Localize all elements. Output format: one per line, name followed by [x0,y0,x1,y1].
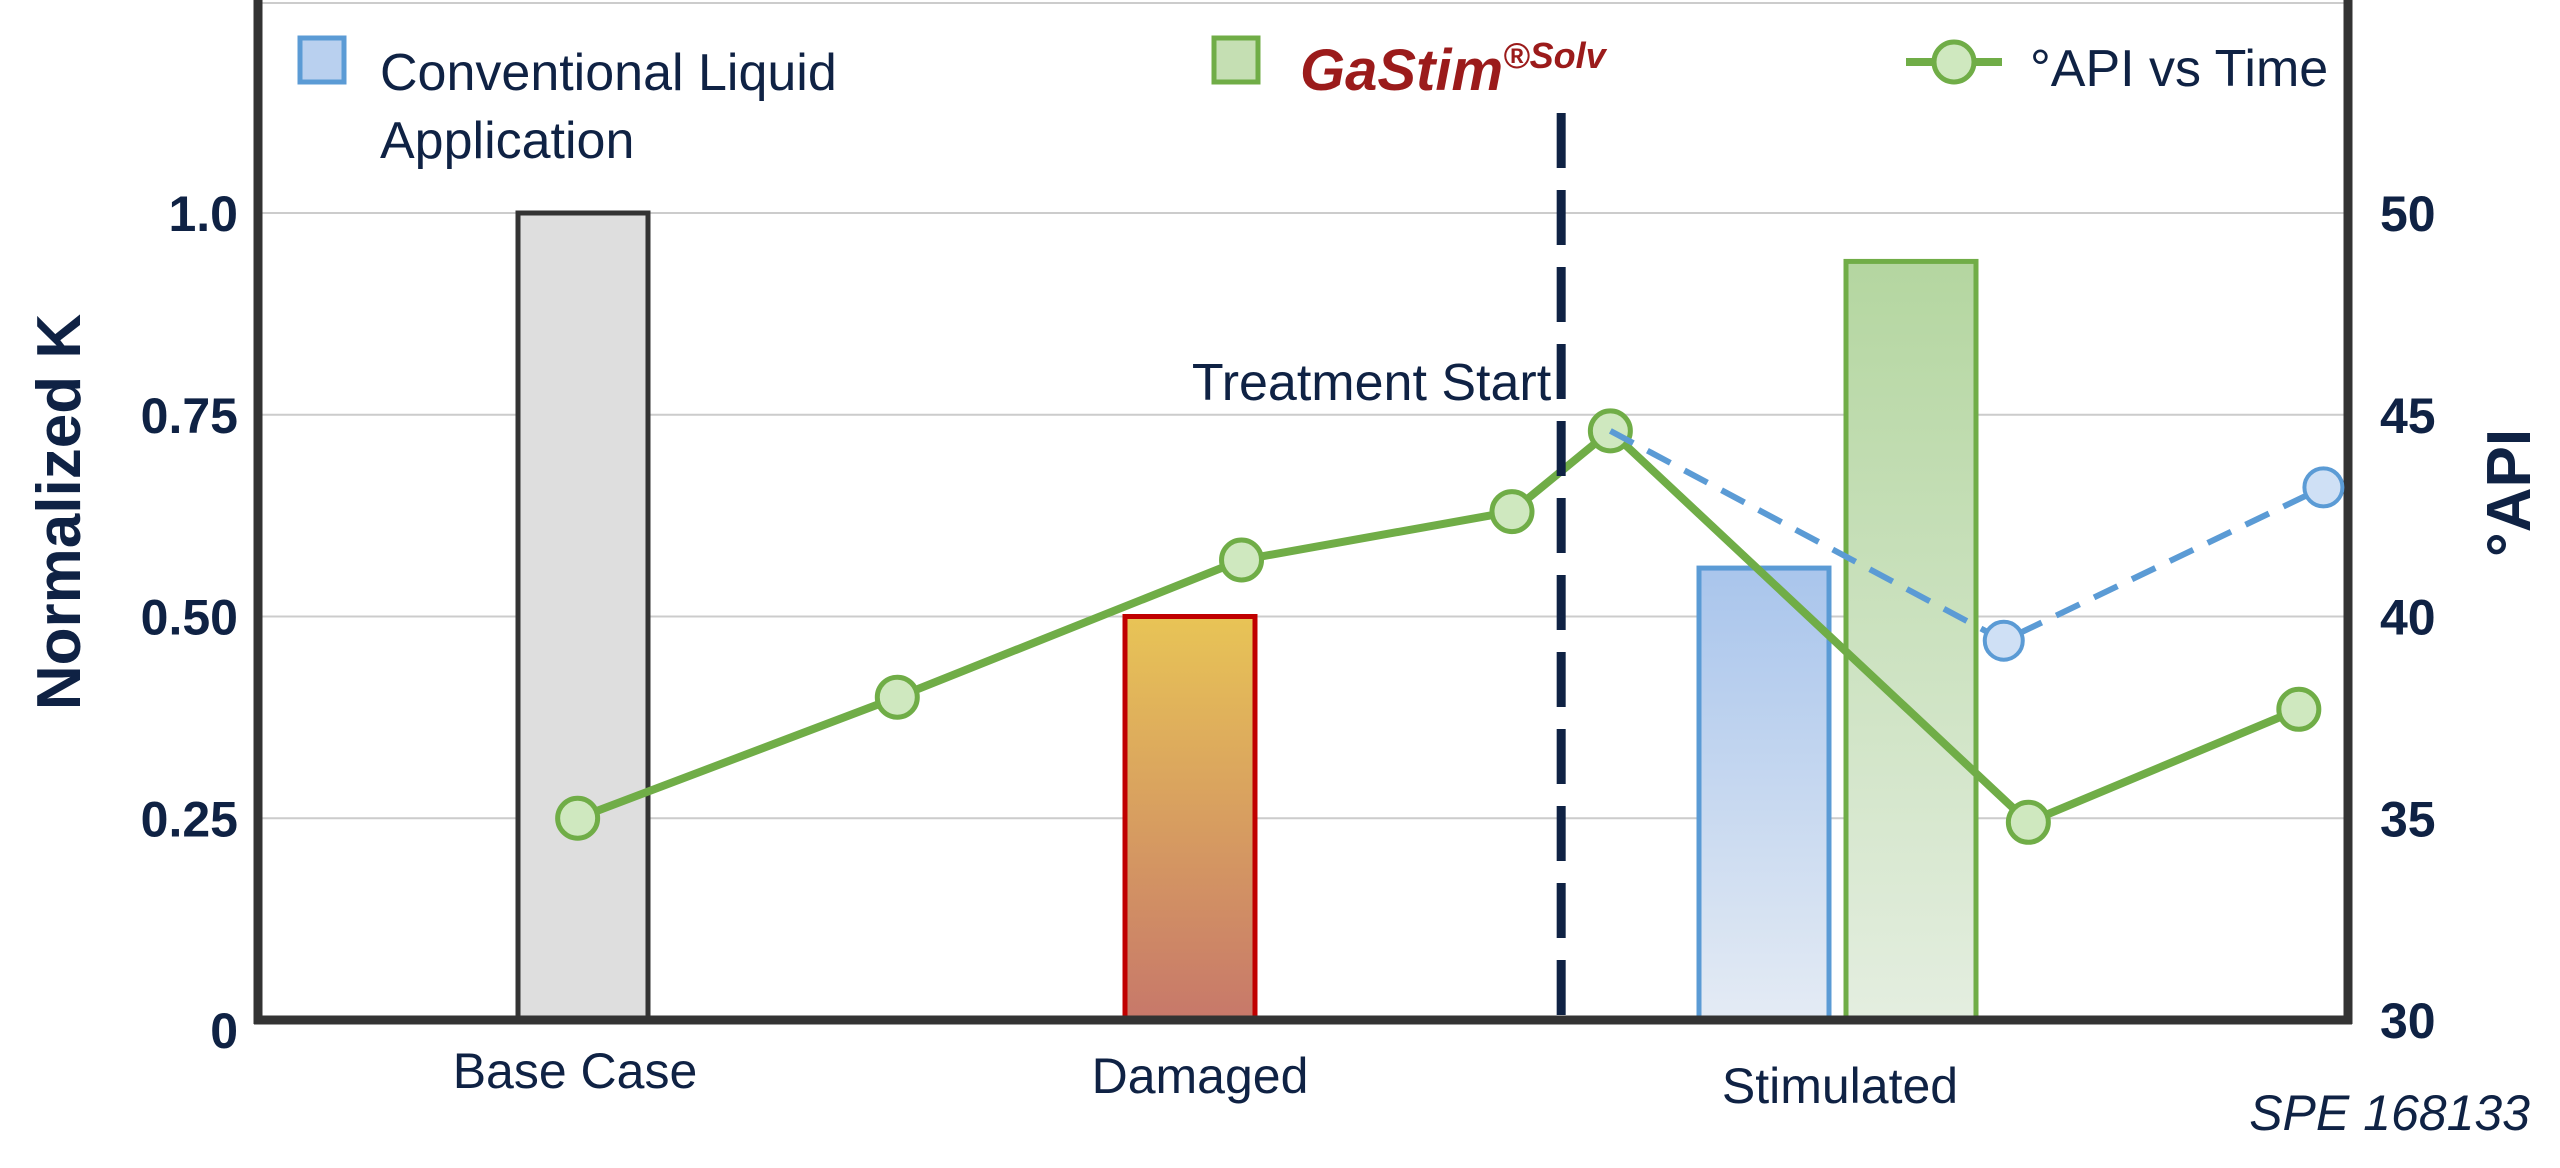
category-label-damaged: Damaged [1092,1048,1309,1104]
legend-label-api: °API vs Time [2030,40,2328,98]
legend-label-conventional-line1: Conventional Liquid [380,44,837,102]
bar-base [515,210,651,1023]
series-lines [555,408,2345,845]
y2-axis-title: °API [2475,429,2544,557]
bar-damaged [1122,614,1258,1023]
point-api [555,795,601,841]
point-api [2005,799,2051,845]
y2-tick-label: 30 [2380,993,2436,1049]
point-api [2276,686,2322,732]
legend-label-gastim-sup: ®Solv [1503,35,1608,76]
y2-tick-label: 50 [2380,186,2436,242]
legend-label-gastim: GaStim®Solv [1300,35,1608,103]
axes [253,0,2353,1025]
point-api [1489,489,1535,535]
y-tick-label: 0.25 [141,791,238,847]
legend-label-conventional-line2: Application [380,112,634,170]
series-line-api [576,425,2301,827]
tick-labels: 0 0.25 0.50 0.75 1.0 30 35 40 45 50 [141,186,2436,1059]
y-tick-label: 0.75 [141,388,238,444]
point-conventional-api [1982,619,2025,662]
point-api [874,674,920,720]
bar-conventional [1696,565,1832,1023]
point-conventional-api [2302,466,2345,509]
y-axis-title: Normalized K [25,314,94,710]
y-tick-label: 1.0 [168,186,238,242]
y2-tick-label: 35 [2380,791,2436,847]
category-label-stimulated: Stimulated [1722,1058,1958,1114]
source-label: SPE 168133 [2249,1085,2530,1141]
legend: Conventional Liquid Application GaStim®S… [297,35,2328,170]
legend-swatch-conventional [297,35,347,85]
bar-gastim [1843,258,1979,1023]
legend-label-gastim-name: GaStim [1300,38,1503,103]
y-tick-label: 0 [210,1003,238,1059]
y2-tick-label: 45 [2380,388,2436,444]
category-label-base-case: Base Case [453,1043,698,1099]
legend-swatch-gastim [1211,35,1261,85]
bars [515,210,1979,1023]
y2-tick-label: 40 [2380,590,2436,646]
point-api [1219,537,1265,583]
legend-marker-api [1931,39,1977,85]
y-tick-label: 0.50 [141,590,238,646]
treatment-start-label: Treatment Start [1192,354,1552,412]
